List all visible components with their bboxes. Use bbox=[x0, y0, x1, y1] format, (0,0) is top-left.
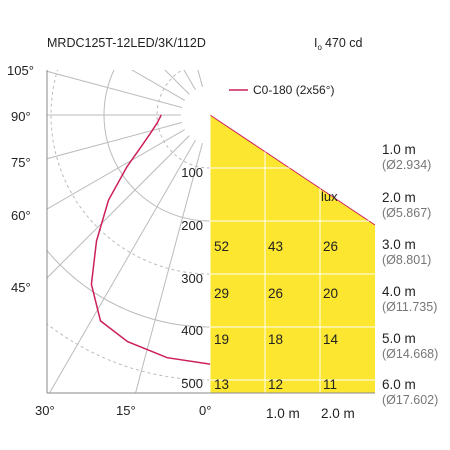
grid-spoke bbox=[47, 135, 190, 279]
lux-value-5m-c: 14 bbox=[323, 332, 339, 347]
cone-fill bbox=[210, 115, 375, 393]
angle-label-45: 45° bbox=[11, 280, 31, 295]
radial-tick-label: 400 bbox=[181, 323, 203, 338]
grid-spoke bbox=[48, 139, 196, 393]
angle-label-15: 15° bbox=[116, 403, 136, 418]
plot-frame bbox=[46, 70, 376, 394]
radial-tick-label: 100 bbox=[181, 165, 203, 180]
angle-label-90: 90° bbox=[11, 109, 31, 124]
x-axis-label: 1.0 m bbox=[266, 406, 300, 421]
illuminance-values: 52 43 26 29 26 20 19 18 14 13 12 11 bbox=[214, 239, 339, 392]
grid-spoke bbox=[47, 122, 182, 160]
diameter-label: (Ø5.867) bbox=[382, 206, 431, 220]
peak-intensity: Io 470 cd bbox=[314, 36, 363, 52]
diameter-label: (Ø17.602) bbox=[382, 393, 438, 407]
lux-value-3m-a: 52 bbox=[214, 239, 229, 254]
polar-grid bbox=[47, 70, 211, 393]
diameter-label: (Ø11.735) bbox=[382, 300, 437, 314]
x-axis-labels: 1.0 m 2.0 m bbox=[266, 406, 355, 421]
radial-tick-labels: 100 200 300 400 500 bbox=[181, 165, 203, 391]
lux-value-6m-a: 13 bbox=[214, 377, 229, 392]
lux-value-5m-b: 18 bbox=[268, 332, 283, 347]
legend-label: C0-180 (2x56°) bbox=[253, 83, 335, 97]
lux-value-4m-c: 20 bbox=[323, 286, 338, 301]
peak-intensity-value: 470 cd bbox=[325, 36, 363, 50]
lux-value-4m-a: 29 bbox=[214, 286, 229, 301]
legend: C0-180 (2x56°) bbox=[229, 83, 335, 97]
polar-curve-c0-180 bbox=[90, 114, 211, 365]
yellow-cone bbox=[209, 114, 376, 393]
radial-tick-label: 200 bbox=[181, 218, 203, 233]
lux-value-6m-b: 12 bbox=[268, 377, 283, 392]
angle-label-75: 75° bbox=[11, 155, 31, 170]
chart-title: MRDC125T-12LED/3K/112D bbox=[47, 36, 206, 50]
distance-label: 5.0 m bbox=[382, 331, 416, 346]
diameter-label: (Ø14.668) bbox=[382, 347, 438, 361]
lux-value-3m-c: 26 bbox=[323, 239, 338, 254]
distance-label: 4.0 m bbox=[382, 284, 416, 299]
distance-labels: 1.0 m (Ø2.934) 2.0 m (Ø5.867) 3.0 m (Ø8.… bbox=[382, 142, 438, 407]
angle-label-30: 30° bbox=[35, 403, 55, 418]
grid-spoke bbox=[134, 143, 203, 393]
lux-unit-label: lux bbox=[321, 189, 338, 204]
grid-arc bbox=[47, 323, 211, 381]
distance-label: 2.0 m bbox=[382, 190, 416, 205]
angle-label-0: 0° bbox=[199, 403, 211, 418]
cone-grid bbox=[209, 115, 375, 393]
radial-tick-label: 500 bbox=[181, 376, 203, 391]
angle-label-105: 105° bbox=[7, 63, 34, 78]
cone-edge bbox=[209, 114, 376, 226]
grid-spoke bbox=[131, 70, 186, 101]
lux-value-4m-b: 26 bbox=[268, 286, 283, 301]
distance-label: 1.0 m bbox=[382, 142, 416, 157]
distance-label: 3.0 m bbox=[382, 237, 416, 252]
lux-value-3m-b: 43 bbox=[268, 239, 283, 254]
angle-labels: 105° 90° 75° 60° 45° 30° 15° 0° bbox=[7, 63, 211, 418]
grid-arc bbox=[47, 249, 211, 328]
grid-spoke bbox=[47, 129, 186, 210]
peak-intensity-prefix: I bbox=[314, 36, 317, 50]
diameter-label: (Ø8.801) bbox=[382, 253, 431, 267]
angle-label-60: 60° bbox=[11, 208, 31, 223]
lux-value-6m-c: 11 bbox=[323, 377, 337, 392]
distance-label: 6.0 m bbox=[382, 377, 416, 392]
radial-tick-label: 300 bbox=[181, 271, 203, 286]
grid-spoke bbox=[47, 70, 182, 108]
diameter-label: (Ø2.934) bbox=[382, 158, 431, 172]
lux-value-5m-a: 19 bbox=[214, 332, 229, 347]
x-axis-label: 2.0 m bbox=[321, 406, 355, 421]
peak-intensity-subscript: o bbox=[317, 43, 322, 52]
